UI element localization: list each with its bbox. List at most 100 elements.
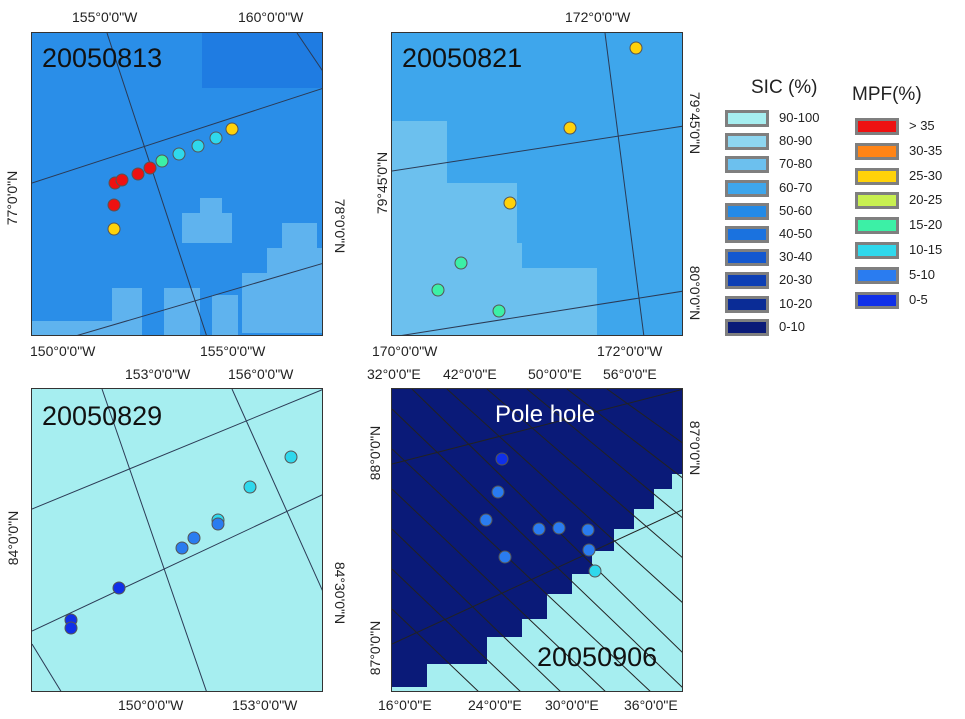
left-lat-label: 88°0'0"N <box>367 425 383 481</box>
graticule <box>392 389 682 691</box>
map-panel-20050906: Pole hole 20050906 <box>391 388 683 692</box>
right-lat-label: 84°30'0"N <box>332 561 348 625</box>
mpf-legend-title: MPF(%) <box>852 84 922 105</box>
sic-raster <box>392 33 682 335</box>
sic-swatch-label: 30-40 <box>779 249 813 265</box>
right-lat-label: 79°45'0"N <box>687 91 703 155</box>
mpf-points <box>107 122 239 236</box>
map-panel-20050813: 20050813 <box>31 32 323 336</box>
sic-raster <box>32 33 322 335</box>
mpf-point <box>284 450 298 464</box>
mpf-point <box>563 121 577 135</box>
panel-date: 20050813 <box>42 43 163 73</box>
sic-swatch <box>725 133 769 151</box>
map-panel-20050821: 20050821 <box>391 32 683 336</box>
top-lon-label: 155°0'0"W <box>72 9 138 25</box>
mpf-point <box>107 222 121 236</box>
bottom-lon-label: 150°0'0"W <box>118 697 184 713</box>
mpf-points <box>479 452 602 578</box>
mpf-point <box>582 543 596 557</box>
panel-date: 20050821 <box>402 43 523 73</box>
left-lat-label: 79°45'0"N <box>374 151 390 215</box>
sic-swatch-label: 80-90 <box>779 133 813 149</box>
bottom-lon-label: 36°0'0"E <box>624 697 678 713</box>
top-lon-label: 32°0'0"E <box>367 366 421 382</box>
mpf-point <box>187 531 201 545</box>
sic-swatch-label: 20-30 <box>779 272 813 288</box>
mpf-point <box>172 147 186 161</box>
mpf-point <box>552 521 566 535</box>
bottom-lon-label: 155°0'0"W <box>200 343 266 359</box>
mpf-swatch <box>855 192 899 210</box>
mpf-point <box>131 167 145 181</box>
sic-raster <box>32 389 322 691</box>
mpf-swatch-label: 30-35 <box>909 142 943 158</box>
mpf-point <box>498 550 512 564</box>
top-lon-label: 153°0'0"W <box>125 366 191 382</box>
mpf-point <box>588 564 602 578</box>
sic-swatch <box>725 226 769 243</box>
top-lon-label: 42°0'0"E <box>443 366 497 382</box>
mpf-point <box>492 304 506 318</box>
sic-swatch-label: 10-20 <box>779 295 813 311</box>
mpf-swatch-label: 15-20 <box>909 217 943 233</box>
sic-swatch-label: 60-70 <box>779 179 813 195</box>
ice-free-area <box>392 474 682 691</box>
mpf-point <box>64 621 78 635</box>
mpf-swatch-label: 20-25 <box>909 192 943 208</box>
mpf-point <box>112 581 126 595</box>
mpf-points <box>64 450 298 635</box>
mpf-swatch-label: > 35 <box>909 118 935 133</box>
mpf-swatch <box>855 142 899 160</box>
top-lon-label: 156°0'0"W <box>228 366 294 382</box>
mpf-point <box>581 523 595 537</box>
map-panel-20050829: 20050829 <box>31 388 323 692</box>
mpf-point <box>107 198 121 212</box>
sic-swatch <box>725 249 769 267</box>
sic-swatch-label: 70-80 <box>779 156 813 172</box>
top-lon-label: 160°0'0"W <box>238 9 304 25</box>
sic-swatch-label: 0-10 <box>779 318 806 334</box>
mpf-point <box>209 131 223 145</box>
mpf-point <box>479 513 493 527</box>
mpf-point <box>243 480 257 494</box>
mpf-swatch-label: 25-30 <box>909 167 943 183</box>
mpf-point <box>629 41 643 55</box>
mpf-swatch-label: 10-15 <box>909 242 943 257</box>
right-lat-label: 80°0'0"N <box>687 265 703 321</box>
sic-legend-title: SIC (%) <box>751 77 818 98</box>
mpf-swatch-label: 5-10 <box>909 266 936 282</box>
top-lon-label: 56°0'0"E <box>603 366 657 382</box>
bottom-lon-label: 150°0'0"W <box>30 343 96 359</box>
mpf-point <box>454 256 468 270</box>
sic-raster <box>392 389 682 691</box>
top-lon-label: 172°0'0"W <box>565 9 631 25</box>
mpf-point <box>495 452 509 466</box>
sic-swatch <box>725 272 769 290</box>
sic-swatch <box>725 202 769 220</box>
bottom-lon-label: 24°0'0"E <box>468 697 522 713</box>
mpf-swatch <box>855 242 899 259</box>
mpf-swatch <box>855 118 899 135</box>
bottom-lon-label: 172°0'0"W <box>597 343 663 359</box>
bottom-lon-label: 16°0'0"E <box>378 697 432 713</box>
mpf-point <box>225 122 239 136</box>
mpf-swatch <box>855 266 899 284</box>
mpf-swatch <box>855 291 899 309</box>
sic-swatch <box>725 110 769 127</box>
mpf-point <box>431 283 445 297</box>
left-lat-label: 87°0'0"N <box>367 620 383 676</box>
left-lat-label: 84°0'0"N <box>5 510 21 566</box>
pole-hole-label: Pole hole <box>495 401 596 428</box>
mpf-point <box>175 541 189 555</box>
sic-swatch <box>725 295 769 313</box>
graticule <box>392 33 682 335</box>
mpf-point <box>143 161 157 175</box>
mpf-swatch <box>855 217 899 235</box>
panel-date: 20050829 <box>42 401 163 431</box>
bottom-lon-label: 153°0'0"W <box>232 697 298 713</box>
sic-swatch <box>725 156 769 174</box>
sic-swatch-label: 40-50 <box>779 226 813 241</box>
sic-swatch-label: 50-60 <box>779 202 813 218</box>
mpf-point <box>191 139 205 153</box>
